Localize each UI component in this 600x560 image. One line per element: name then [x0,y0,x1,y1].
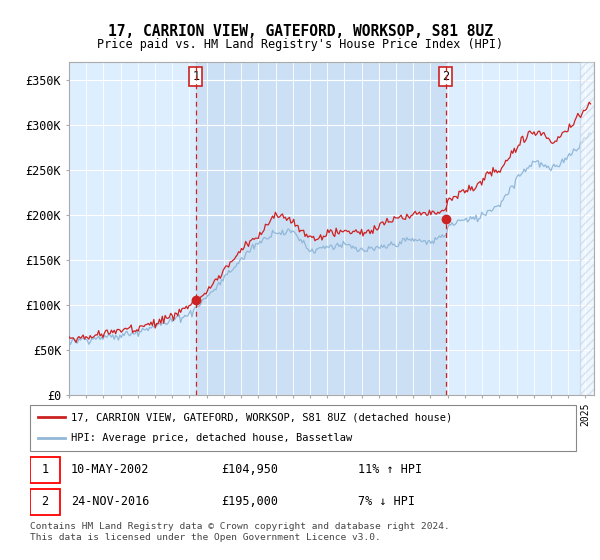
Text: £195,000: £195,000 [221,496,278,508]
Bar [580,62,594,395]
Text: 11% ↑ HPI: 11% ↑ HPI [358,463,422,476]
Text: 24-NOV-2016: 24-NOV-2016 [71,496,149,508]
Text: 2: 2 [442,70,449,83]
Text: 17, CARRION VIEW, GATEFORD, WORKSOP, S81 8UZ (detached house): 17, CARRION VIEW, GATEFORD, WORKSOP, S81… [71,412,452,422]
Text: 1: 1 [192,70,199,83]
Text: HPI: Average price, detached house, Bassetlaw: HPI: Average price, detached house, Bass… [71,433,352,444]
Bar [196,62,446,395]
Text: 7% ↓ HPI: 7% ↓ HPI [358,496,415,508]
FancyBboxPatch shape [30,457,60,483]
Text: Contains HM Land Registry data © Crown copyright and database right 2024.: Contains HM Land Registry data © Crown c… [30,522,450,531]
Text: Price paid vs. HM Land Registry's House Price Index (HPI): Price paid vs. HM Land Registry's House … [97,38,503,50]
Text: 10-MAY-2002: 10-MAY-2002 [71,463,149,476]
FancyBboxPatch shape [30,489,60,515]
FancyBboxPatch shape [30,405,576,451]
Text: This data is licensed under the Open Government Licence v3.0.: This data is licensed under the Open Gov… [30,533,381,542]
Text: 2: 2 [41,496,49,508]
Text: £104,950: £104,950 [221,463,278,476]
Text: 17, CARRION VIEW, GATEFORD, WORKSOP, S81 8UZ: 17, CARRION VIEW, GATEFORD, WORKSOP, S81… [107,24,493,39]
Text: 1: 1 [41,463,49,476]
